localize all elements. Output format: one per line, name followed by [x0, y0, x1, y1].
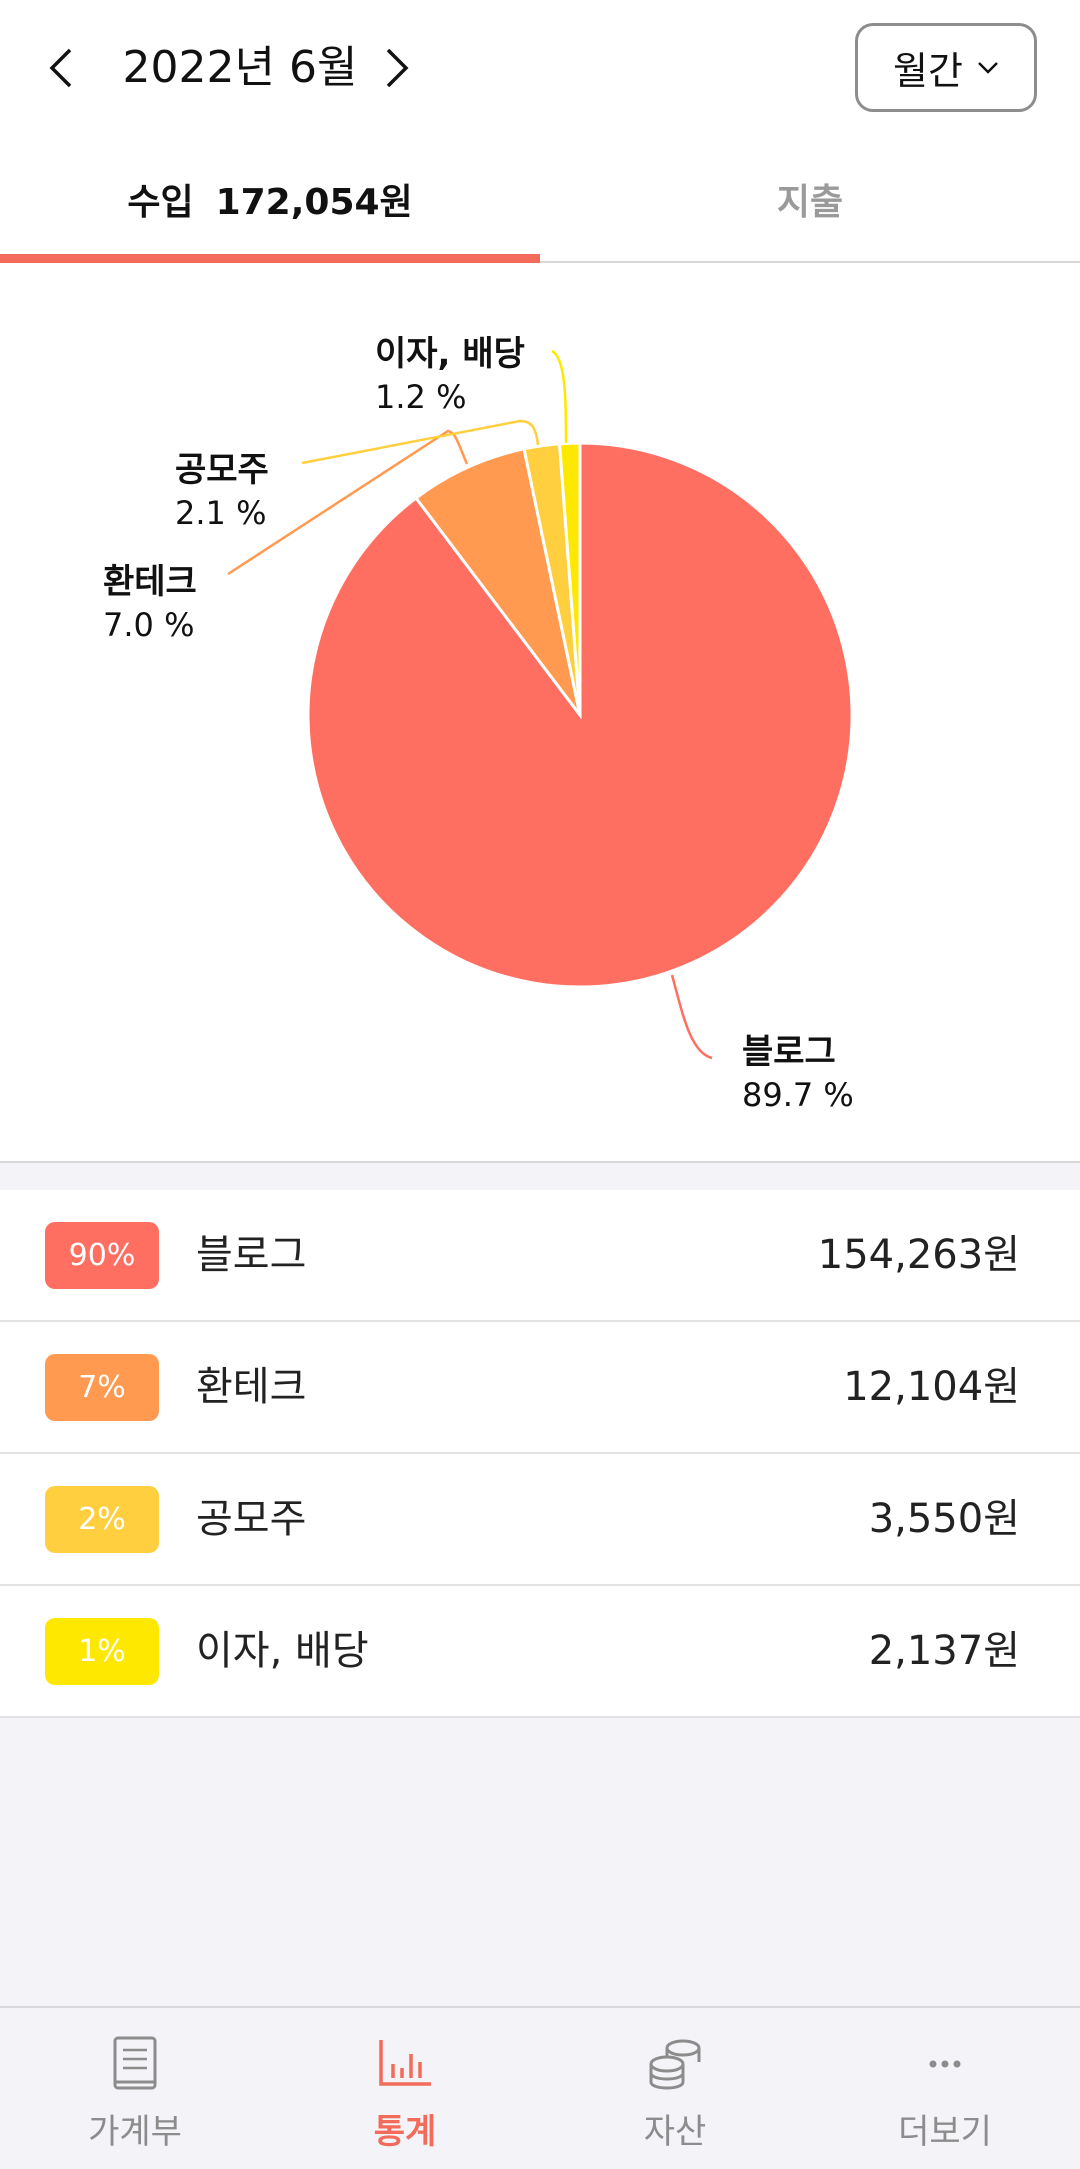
category-name: 공모주	[196, 1496, 307, 1542]
nav-label-ledger: 가계부	[88, 2112, 182, 2152]
list-item[interactable]: 2% 공모주 3,550원	[0, 1454, 1080, 1586]
list-item[interactable]: 1% 이자, 배당 2,137원	[0, 1586, 1080, 1718]
income-expense-tabs: 수입 172,054원 지출	[0, 135, 1080, 263]
category-amount: 3,550원	[868, 1496, 1020, 1542]
nav-item-more[interactable]: 더보기	[810, 2008, 1080, 2169]
bottom-nav: 가계부 통계 자산 더보기	[0, 2006, 1080, 2169]
bar-chart-icon	[379, 2040, 431, 2086]
tab-expense[interactable]: 지출	[540, 135, 1080, 263]
slice-percent-label: 7.0 %	[103, 606, 194, 644]
pie-slice-3[interactable]	[557, 441, 582, 716]
period-label: 월간	[893, 49, 963, 93]
period-dropdown[interactable]: 월간	[855, 23, 1037, 112]
nav-item-assets[interactable]: 자산	[540, 2008, 810, 2169]
tab-indicator	[0, 254, 540, 263]
coins-icon	[649, 2039, 701, 2090]
pie-slice-1[interactable]	[413, 447, 582, 716]
nav-label-more: 더보기	[898, 2112, 992, 2152]
chevron-right-icon	[386, 48, 409, 88]
top-bar: 2022년 6월 월간	[0, 0, 1080, 135]
tab-income-label: 수입	[127, 182, 194, 223]
category-name: 이자, 배당	[196, 1628, 369, 1674]
leader-line-3	[551, 349, 568, 444]
percent-badge: 7%	[45, 1354, 159, 1421]
next-month-button[interactable]	[372, 38, 422, 98]
chevron-down-icon	[978, 61, 998, 74]
percent-badge: 2%	[45, 1486, 159, 1553]
leader-line-0	[670, 974, 713, 1060]
slice-name-label: 환테크	[103, 562, 197, 602]
slice-name-label: 블로그	[742, 1032, 836, 1072]
nav-item-ledger[interactable]: 가계부	[0, 2008, 270, 2169]
tab-expense-label: 지출	[776, 182, 844, 223]
category-name: 환테크	[196, 1364, 307, 1410]
list-item[interactable]: 90% 블로그 154,263원	[0, 1190, 1080, 1322]
more-icon	[929, 2060, 961, 2068]
slice-percent-label: 89.7 %	[742, 1076, 854, 1114]
percent-badge: 90%	[45, 1222, 159, 1289]
pie-chart: 블로그 89.7 % 환테크 7.0 % 공모주 2.1 % 이자, 배당 1.2 %	[103, 334, 854, 1114]
category-amount: 2,137원	[868, 1628, 1020, 1674]
slice-percent-label: 2.1 %	[175, 494, 266, 532]
leader-line-2	[301, 419, 540, 465]
category-list: 90% 블로그 154,263원 7% 환테크 12,104원 2% 공모주 3,550원 1% 이…	[0, 1190, 1080, 1718]
slice-name-label: 이자, 배당	[375, 334, 525, 374]
tab-income-amount: 172,054원	[215, 182, 413, 223]
nav-label-stats: 통계	[373, 2112, 437, 2152]
prev-month-button[interactable]	[36, 38, 86, 98]
category-amount: 154,263원	[817, 1232, 1020, 1278]
slice-percent-label: 1.2 %	[375, 378, 466, 416]
tab-income[interactable]: 수입 172,054원	[0, 135, 540, 263]
nav-item-stats[interactable]: 통계	[270, 2008, 540, 2169]
category-name: 블로그	[196, 1232, 307, 1278]
category-amount: 12,104원	[843, 1364, 1020, 1410]
slice-name-label: 공모주	[175, 450, 269, 490]
chevron-left-icon	[49, 48, 72, 88]
list-item[interactable]: 7% 환테크 12,104원	[0, 1322, 1080, 1454]
book-icon	[113, 2036, 157, 2090]
percent-badge: 1%	[45, 1618, 159, 1685]
nav-label-assets: 자산	[643, 2112, 707, 2152]
pie-chart-area: 블로그 89.7 % 환테크 7.0 % 공모주 2.1 % 이자, 배당 1.2 %	[0, 263, 1080, 1163]
leader-line-1	[227, 429, 469, 576]
month-label[interactable]: 2022년 6월	[122, 42, 358, 93]
